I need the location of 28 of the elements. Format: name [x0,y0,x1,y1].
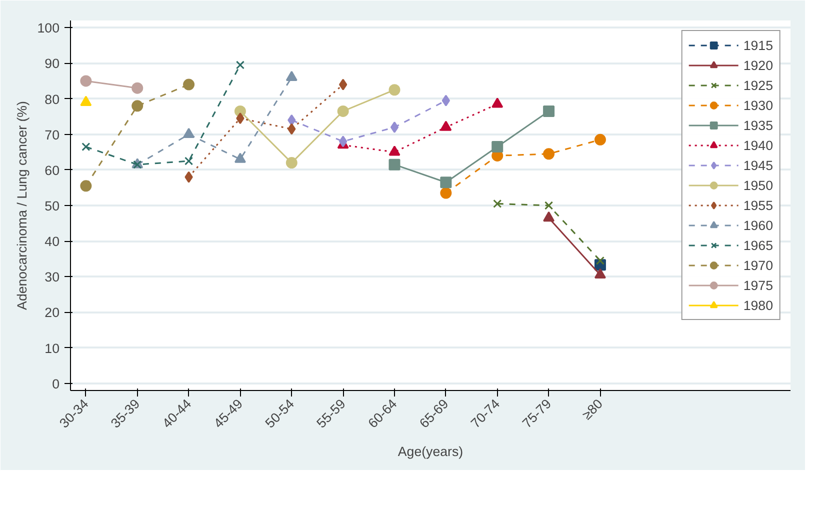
y-tick-label: 90 [44,56,60,72]
legend-label: 1970 [743,258,773,272]
y-tick-label: 20 [44,305,60,320]
y-tick-label: 100 [37,20,60,36]
y-tick-label: 40 [44,234,60,250]
y-tick-label: 50 [44,198,60,214]
legend-label: 1960 [743,218,773,232]
legend-label: 1965 [743,238,773,252]
legend-label: 1920 [743,58,773,72]
legend-label: 1935 [743,118,773,132]
legend-label: 1945 [743,158,773,172]
y-tick-label: 80 [44,92,60,107]
legend-label: 1955 [743,198,773,212]
y-axis-title: Adenocarcinoma / Lung cancer (%) [14,101,30,310]
legend-label: 1915 [743,38,773,52]
legend-label: 1975 [743,278,773,292]
x-tick-label: ≥80 [579,396,606,422]
legend-label: 1950 [743,178,773,192]
legend-label: 1930 [743,98,773,112]
y-tick-label: 30 [44,270,60,285]
y-tick-label: 10 [44,340,60,356]
y-tick-label: 0 [52,376,60,392]
y-tick-label: 60 [44,162,60,178]
x-axis-title: Age(years) [398,444,464,460]
legend-label: 1925 [743,78,773,92]
legend-label: 1940 [743,138,773,152]
y-tick-label: 70 [44,127,60,142]
legend-label: 1980 [743,298,773,312]
